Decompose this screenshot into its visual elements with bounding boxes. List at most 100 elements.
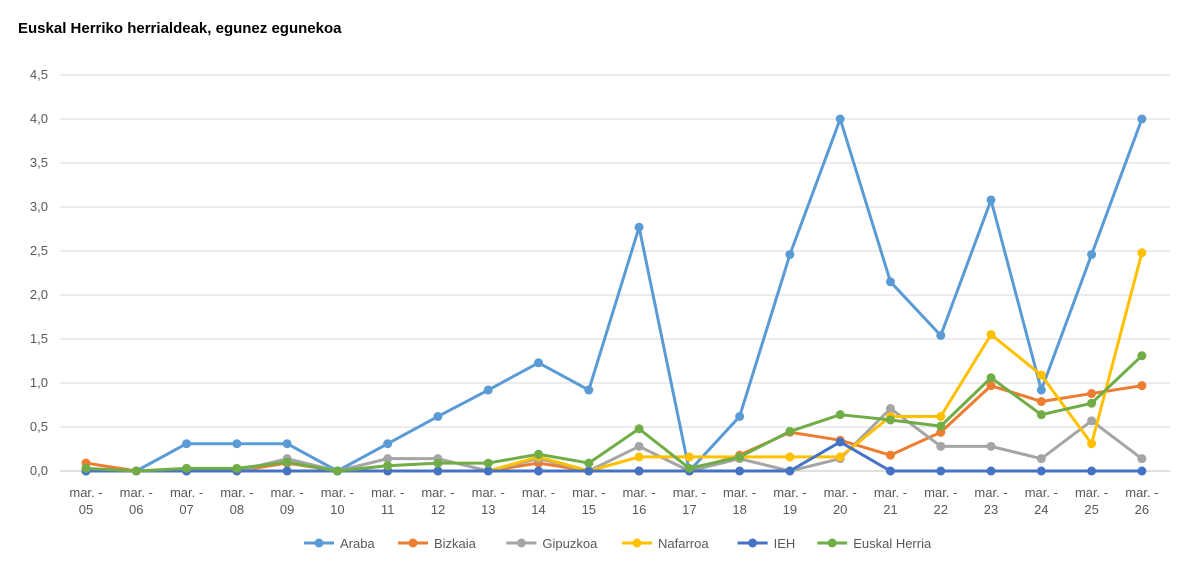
legend-marker-bizkaia [408,538,418,548]
legend-marker-araba [314,538,324,548]
x-tick-label: 17 [682,502,696,517]
legend-label-gipuzkoa: Gipuzkoa [542,536,598,551]
x-tick-label: 05 [79,502,93,517]
data-point-bizkaia [986,381,996,391]
y-tick-label: 2,0 [30,287,48,302]
data-point-euskal-herria [433,458,443,468]
data-point-ieh [433,466,443,476]
data-point-araba [1137,114,1147,124]
x-tick-label: mar. - [120,485,153,500]
x-tick-label: mar. - [773,485,806,500]
data-point-araba [534,358,544,368]
x-tick-label: 18 [732,502,746,517]
y-tick-label: 1,5 [30,331,48,346]
data-point-euskal-herria [1137,351,1147,361]
x-tick-label: 09 [280,502,294,517]
x-tick-label: mar. - [271,485,304,500]
legend-label-nafarroa: Nafarroa [658,536,709,551]
x-tick-label: 25 [1084,502,1098,517]
x-tick-label: mar. - [1025,485,1058,500]
data-point-euskal-herria [534,449,544,459]
series-line-ieh [84,440,1144,473]
y-tick-label: 0,5 [30,419,48,434]
x-tick-label: mar. - [220,485,253,500]
data-point-bizkaia [1137,381,1147,391]
x-tick-label: mar. - [421,485,454,500]
data-point-ieh [584,466,594,476]
data-point-euskal-herria [584,458,594,468]
x-tick-label: mar. - [673,485,706,500]
data-point-nafarroa [1087,439,1097,449]
data-point-araba [1087,250,1097,260]
data-point-ieh [785,466,795,476]
y-tick-label: 1,0 [30,375,48,390]
data-point-ieh [282,466,292,476]
x-tick-label: mar. - [974,485,1007,500]
data-point-bizkaia [1087,389,1097,399]
data-point-euskal-herria [936,421,946,431]
y-tick-label: 2,5 [30,243,48,258]
series-line-araba [84,117,1144,473]
x-tick-label: mar. - [522,485,555,500]
legend-marker-gipuzkoa [516,538,526,548]
data-point-ieh [1137,466,1147,476]
x-tick-label: mar. - [1075,485,1108,500]
x-tick-label: 26 [1135,502,1149,517]
data-point-gipuzkoa [1036,454,1046,464]
data-point-nafarroa [684,452,694,462]
data-point-araba [735,411,745,421]
data-point-euskal-herria [684,463,694,473]
data-point-araba [785,250,795,260]
data-point-nafarroa [835,452,845,462]
data-point-nafarroa [936,411,946,421]
data-point-ieh [1036,466,1046,476]
x-tick-label: 20 [833,502,847,517]
y-tick-label: 3,0 [30,199,48,214]
data-point-euskal-herria [634,424,644,434]
x-tick-label: mar. - [321,485,354,500]
data-point-nafarroa [986,330,996,340]
x-tick-label: 14 [531,502,545,517]
legend-marker-nafarroa [632,538,642,548]
legend-marker-euskal-herria [827,538,837,548]
y-axis: 0,0 0,5 1,0 1,5 2,0 2,5 3,0 3,5 4,0 4,5 [30,67,48,478]
data-point-euskal-herria [735,452,745,462]
x-tick-label: mar. - [824,485,857,500]
x-tick-label: 08 [230,502,244,517]
legend-label-euskal-herria: Euskal Herria [853,536,932,551]
data-point-ieh [735,466,745,476]
data-point-ieh [534,466,544,476]
x-tick-label: 24 [1034,502,1048,517]
legend: Araba Bizkaia Gipuzkoa Nafarroa IEH Euskal He… [304,536,932,551]
data-point-ieh [835,437,845,447]
data-point-gipuzkoa [1087,416,1097,426]
data-point-gipuzkoa [986,441,996,451]
data-point-euskal-herria [383,461,393,471]
legend-label-araba: Araba [340,536,375,551]
x-tick-label: mar. - [1125,485,1158,500]
data-point-euskal-herria [282,457,292,467]
y-tick-label: 4,0 [30,111,48,126]
data-point-euskal-herria [131,466,141,476]
data-point-euskal-herria [785,426,795,436]
data-point-araba [433,411,443,421]
x-tick-label: 19 [783,502,797,517]
y-tick-label: 0,0 [30,463,48,478]
x-tick-label: 10 [330,502,344,517]
data-point-euskal-herria [332,466,342,476]
x-tick-label: 11 [381,502,395,517]
series-points [81,114,1147,476]
data-point-ieh [885,466,895,476]
data-point-ieh [634,466,644,476]
data-point-araba [885,277,895,287]
data-point-nafarroa [1137,248,1147,258]
x-tick-label: 22 [934,502,948,517]
x-tick-label: mar. - [472,485,505,500]
data-point-euskal-herria [182,463,192,473]
data-point-gipuzkoa [885,404,895,414]
x-axis: mar. - 05 mar. - 06 mar. - 07 mar. - 08 mar. - 09… [69,485,1158,517]
data-point-gipuzkoa [383,454,393,464]
x-tick-label: mar. - [371,485,404,500]
data-point-gipuzkoa [936,441,946,451]
